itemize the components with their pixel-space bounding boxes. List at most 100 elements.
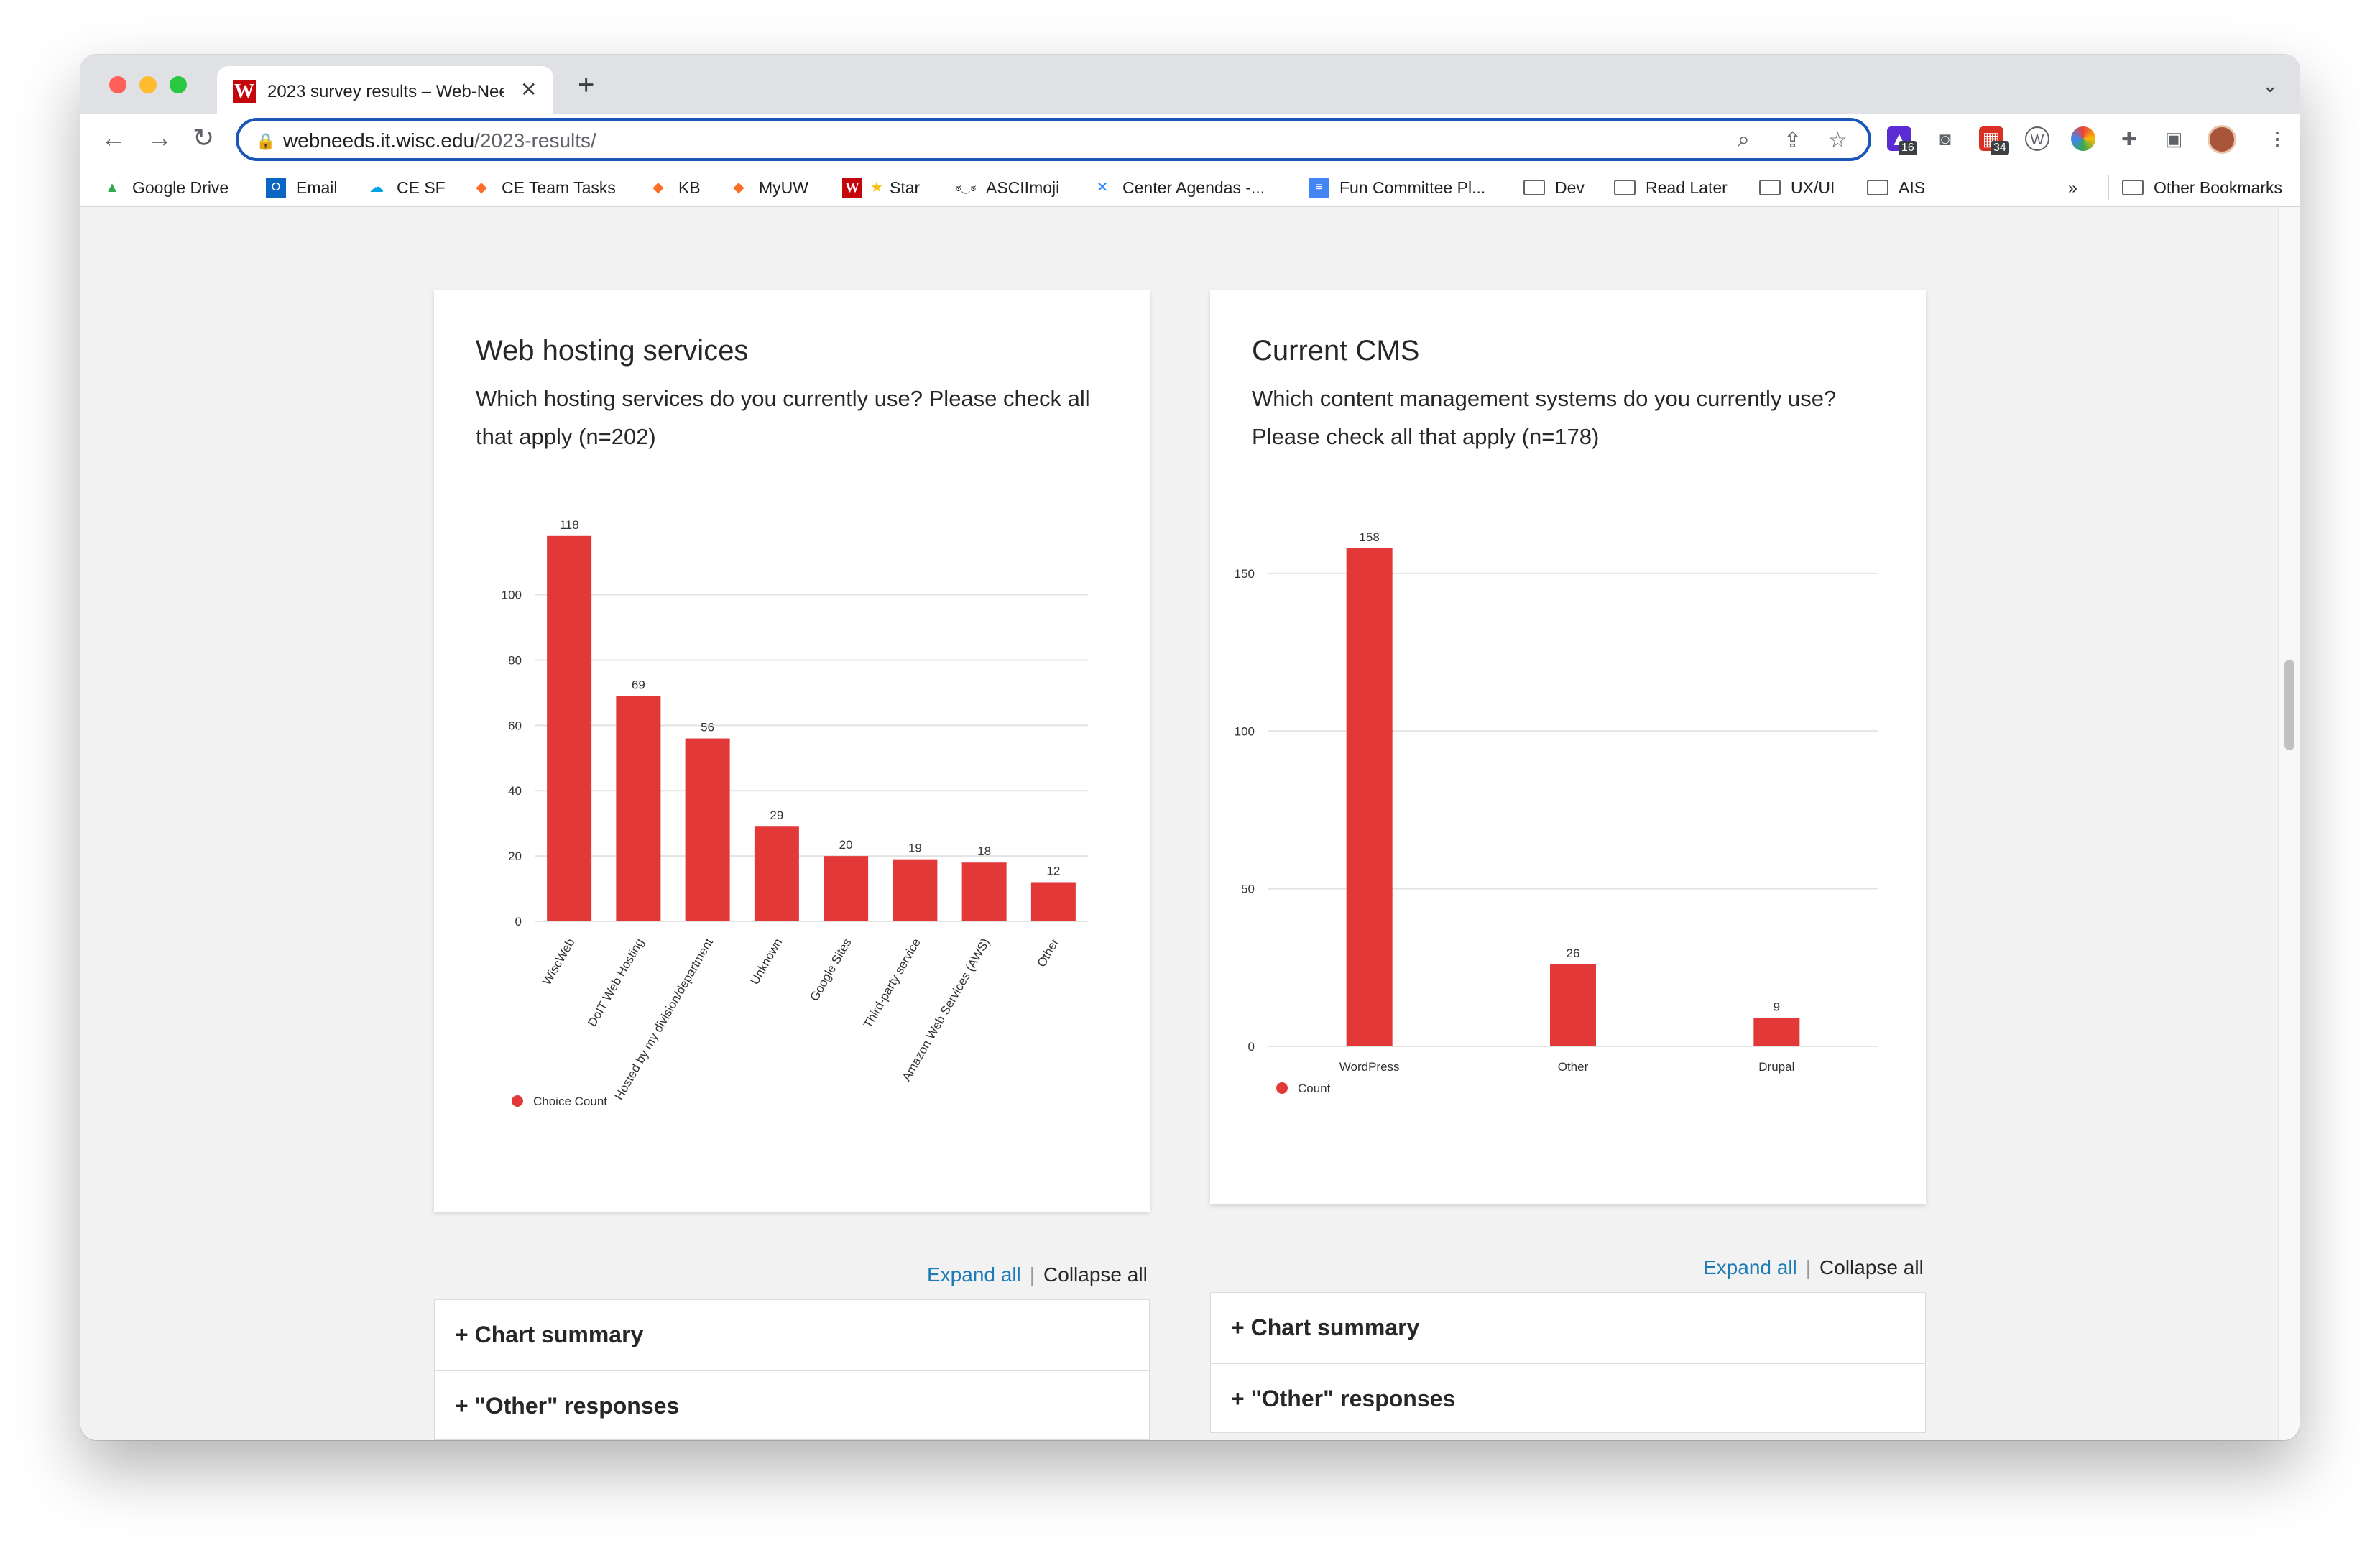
- bookmark-ce-sf[interactable]: ☁ CE SF: [366, 175, 446, 200]
- folder-icon: [1867, 179, 1888, 195]
- bar: [961, 862, 1007, 921]
- y-tick-label: 50: [1241, 883, 1255, 896]
- expand-all-link[interactable]: Expand all: [927, 1263, 1021, 1286]
- extension-wordpress-icon[interactable]: W: [2025, 126, 2049, 151]
- browser-toolbar: ← → ↻ 🔒 webneeds.it.wisc.edu/2023-result…: [80, 114, 2300, 167]
- collapse-all-link[interactable]: Collapse all: [1043, 1263, 1148, 1286]
- browser-tab-active[interactable]: W 2023 survey results – Web-Needs ✕: [217, 66, 553, 114]
- confluence-icon: ✕: [1096, 179, 1109, 195]
- google-docs-icon: ≡: [1309, 177, 1329, 198]
- url-text[interactable]: webneeds.it.wisc.edu/2023-results/: [283, 129, 596, 152]
- data-label: 118: [560, 518, 579, 532]
- bookmark-folder-ais[interactable]: AIS: [1867, 175, 1925, 200]
- close-tab-icon[interactable]: ✕: [520, 78, 538, 101]
- asciimoji-icon: ಠ‿ಠ: [956, 181, 977, 193]
- address-bar[interactable]: 🔒 webneeds.it.wisc.edu/2023-results/ ⌕ ⇪…: [236, 118, 1871, 161]
- bookmark-folder-read-later[interactable]: Read Later: [1614, 175, 1728, 200]
- x-tick-label: Other: [1558, 1060, 1589, 1074]
- y-tick-label: 40: [508, 784, 522, 798]
- y-tick-label: 0: [1248, 1040, 1255, 1054]
- profile-avatar[interactable]: [2208, 125, 2236, 154]
- bar: [892, 859, 938, 921]
- new-tab-button[interactable]: +: [578, 69, 595, 101]
- lock-icon: 🔒: [256, 132, 276, 150]
- bookmark-ce-team-tasks[interactable]: ◆ CE Team Tasks: [471, 175, 616, 200]
- page-content: Web hosting services Which hosting servi…: [80, 207, 2300, 1440]
- accordion-chart-summary[interactable]: + Chart summary: [1231, 1314, 1420, 1340]
- data-label: 12: [1046, 864, 1060, 877]
- y-tick-label: 150: [1235, 567, 1255, 581]
- extension-camera-icon[interactable]: ◙: [1939, 128, 1951, 149]
- card-title: Web hosting services: [476, 335, 749, 367]
- collapse-all-link[interactable]: Collapse all: [1819, 1256, 1924, 1279]
- chart-card-web-hosting: Web hosting services Which hosting servi…: [434, 290, 1150, 1212]
- salesforce-cloud-icon: ☁: [369, 179, 384, 195]
- accordion-chart-summary[interactable]: + Chart summary: [455, 1322, 644, 1347]
- side-panel-icon[interactable]: ▣: [2164, 128, 2183, 149]
- bookmark-kb[interactable]: ◆ KB: [648, 175, 700, 200]
- bookmark-fun-committee[interactable]: ≡ Fun Committee Pl...: [1309, 175, 1485, 200]
- bookmark-star-icon[interactable]: ☆: [1828, 129, 1848, 152]
- accordion-web-hosting: + Chart summary + "Other" responses: [434, 1299, 1150, 1440]
- bookmark-asciimoji[interactable]: ಠ‿ಠ ASCIImoji: [956, 178, 1060, 197]
- divider: |: [1805, 1256, 1812, 1279]
- bookmark-other-bookmarks[interactable]: Other Bookmarks: [2108, 175, 2282, 200]
- accordion-other-responses[interactable]: + "Other" responses: [1211, 1363, 1925, 1432]
- y-tick-label: 60: [508, 719, 522, 732]
- bookmark-email[interactable]: O Email: [266, 175, 338, 200]
- extension-color-picker-icon[interactable]: [2071, 126, 2095, 151]
- bookmark-center-agendas[interactable]: ✕ Center Agendas -...: [1092, 175, 1265, 200]
- cms-bar-chart: 0 50 100 150 158 WordPress 26 Other 9 Drupal Count: [1235, 530, 1878, 1095]
- reload-icon[interactable]: ↻: [193, 123, 215, 152]
- x-tick-label: Unknown: [747, 936, 785, 987]
- tab-bar: W 2023 survey results – Web-Needs ✕ + ⌄: [80, 55, 2300, 114]
- x-tick-label: WordPress: [1339, 1060, 1400, 1074]
- google-drive-icon: ▲: [105, 179, 119, 195]
- data-label: 18: [977, 844, 991, 858]
- bookmark-folder-dev[interactable]: Dev: [1523, 175, 1585, 200]
- tab-title: 2023 survey results – Web-Needs: [267, 82, 504, 101]
- legend-label: Count: [1298, 1082, 1331, 1095]
- bookmark-myuw[interactable]: ◆ MyUW: [729, 175, 808, 200]
- bar: [1550, 964, 1596, 1046]
- bar: [685, 738, 730, 921]
- extension-graduation-cap-icon[interactable]: ▲: [1887, 126, 1911, 151]
- bookmark-folder-ux-ui[interactable]: UX/UI: [1759, 175, 1835, 200]
- data-label: 29: [770, 808, 783, 822]
- card-title: Current CMS: [1252, 335, 1420, 367]
- page-scrollbar[interactable]: [2278, 207, 2300, 1440]
- gitlab-icon: ◆: [652, 179, 664, 195]
- forward-arrow-icon[interactable]: →: [147, 123, 172, 152]
- close-window-button[interactable]: [109, 76, 126, 93]
- back-arrow-icon[interactable]: ←: [101, 123, 126, 152]
- bar: [1030, 882, 1076, 921]
- zoom-magnifier-icon[interactable]: ⌕: [1738, 128, 1750, 152]
- star-icon: ★: [870, 179, 883, 195]
- share-icon[interactable]: ⇪: [1784, 129, 1802, 152]
- zoom-window-button[interactable]: [170, 76, 187, 93]
- divider: |: [1029, 1263, 1036, 1286]
- accordion-other-responses[interactable]: + "Other" responses: [435, 1370, 1149, 1439]
- bar: [1753, 1018, 1800, 1046]
- browser-menu-icon[interactable]: ⋮: [2268, 128, 2287, 149]
- bookmark-google-drive[interactable]: ▲ Google Drive: [102, 175, 229, 200]
- folder-icon: [1614, 179, 1636, 195]
- bookmarks-overflow-button[interactable]: »: [2068, 178, 2077, 197]
- data-label: 19: [908, 842, 922, 855]
- extensions-puzzle-icon[interactable]: ✚: [2121, 128, 2137, 149]
- minimize-window-button[interactable]: [139, 76, 157, 93]
- tab-search-chevron-icon[interactable]: ⌄: [2262, 75, 2278, 96]
- x-tick-label: Google Sites: [807, 936, 854, 1004]
- expand-all-link[interactable]: Expand all: [1703, 1256, 1797, 1279]
- extension-badge: 16: [1899, 141, 1917, 155]
- extension-badge-2: 34: [1991, 141, 2009, 155]
- folder-icon: [1759, 179, 1781, 195]
- y-tick-label: 0: [515, 915, 522, 929]
- scrollbar-thumb[interactable]: [2284, 660, 2294, 750]
- data-label: 26: [1567, 946, 1580, 960]
- y-tick-label: 100: [502, 589, 522, 602]
- bookmark-star[interactable]: W ★ Star: [842, 175, 920, 200]
- data-label: 56: [701, 721, 714, 734]
- folder-icon: [2122, 179, 2144, 195]
- x-tick-label: DoIT Web Hosting: [585, 936, 647, 1029]
